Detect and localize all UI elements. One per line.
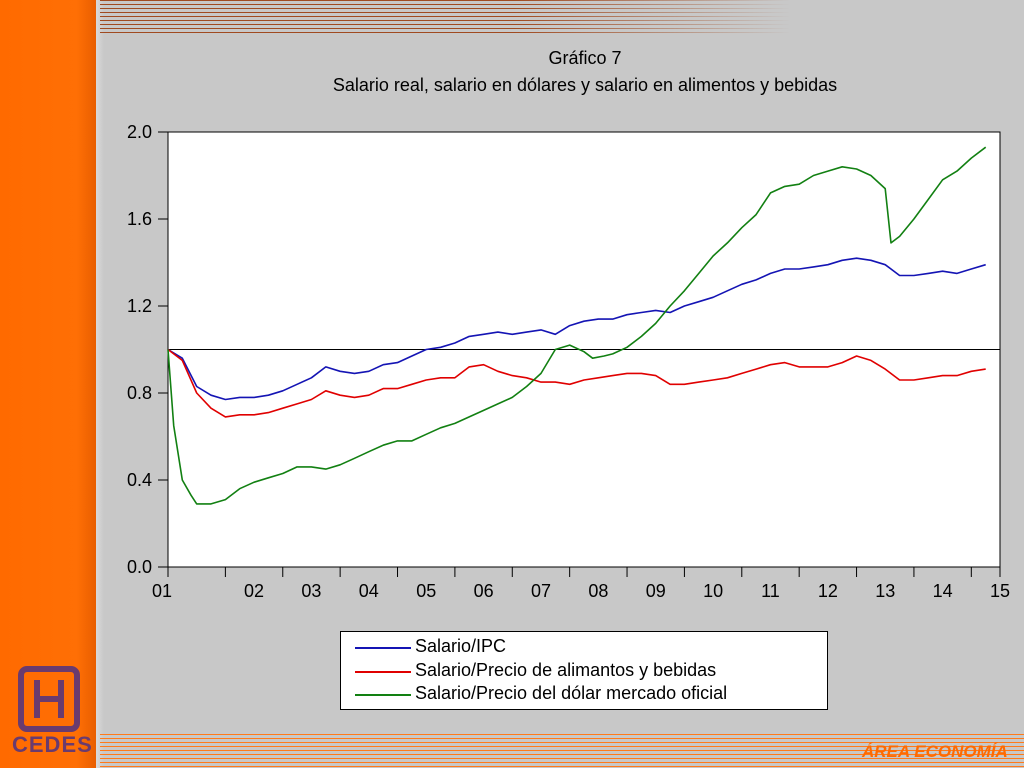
area-label: ÁREA ECONOMÍA bbox=[862, 742, 1008, 761]
series-line-2 bbox=[167, 146, 987, 505]
legend-label: Salario/IPC bbox=[415, 636, 507, 656]
x-tick-label: 14 bbox=[933, 581, 953, 601]
y-tick-label: 0.0 bbox=[127, 557, 152, 577]
series-line-0 bbox=[167, 257, 986, 401]
x-tick-label: 01 bbox=[152, 581, 172, 601]
legend-label: Salario/Precio de alimantos y bebidas bbox=[415, 660, 717, 680]
legend-item: Salario/Precio de alimantos y bebidas bbox=[355, 660, 825, 684]
x-tick-label: 15 bbox=[990, 581, 1010, 601]
series-line-1 bbox=[167, 348, 986, 418]
y-tick-label: 0.8 bbox=[127, 383, 152, 403]
y-tick-label: 2.0 bbox=[127, 122, 152, 142]
x-tick-label: 11 bbox=[761, 581, 780, 601]
x-tick-label: 09 bbox=[646, 581, 666, 601]
x-tick-label: 12 bbox=[818, 581, 838, 601]
bottom-decorative-stripes bbox=[100, 734, 1024, 768]
x-tick-label: 04 bbox=[359, 581, 379, 601]
chart-legend: Salario/IPC Salario/Precio de alimantos … bbox=[340, 631, 828, 710]
legend-swatch-salario-alimentos bbox=[355, 671, 411, 673]
y-tick-label: 1.6 bbox=[127, 209, 152, 229]
legend-swatch-salario-dolar bbox=[355, 694, 411, 696]
legend-swatch-salario-ipc bbox=[355, 647, 411, 649]
cedes-logo-icon bbox=[18, 666, 80, 732]
chart-subtitle: Salario real, salario en dólares y salar… bbox=[332, 75, 838, 95]
x-tick-label: 06 bbox=[474, 581, 494, 601]
y-tick-label: 0.4 bbox=[127, 470, 152, 490]
x-tick-label: 10 bbox=[703, 581, 723, 601]
legend-item: Salario/IPC bbox=[355, 636, 825, 660]
x-tick-label: 05 bbox=[416, 581, 436, 601]
x-tick-label: 03 bbox=[301, 581, 321, 601]
top-decorative-stripes bbox=[100, 0, 790, 36]
sidebar-edge bbox=[96, 0, 104, 768]
legend-item: Salario/Precio del dólar mercado oficial bbox=[355, 683, 825, 707]
x-tick-label: 02 bbox=[244, 581, 264, 601]
y-tick-label: 1.2 bbox=[127, 296, 152, 316]
chart-title: Gráfico 7 bbox=[548, 48, 622, 68]
logo-text: CEDES bbox=[12, 732, 93, 757]
legend-label: Salario/Precio del dólar mercado oficial bbox=[415, 683, 728, 703]
x-tick-label: 08 bbox=[588, 581, 608, 601]
orange-sidebar bbox=[0, 0, 96, 768]
x-tick-label: 07 bbox=[531, 581, 551, 601]
x-tick-label: 13 bbox=[875, 581, 895, 601]
